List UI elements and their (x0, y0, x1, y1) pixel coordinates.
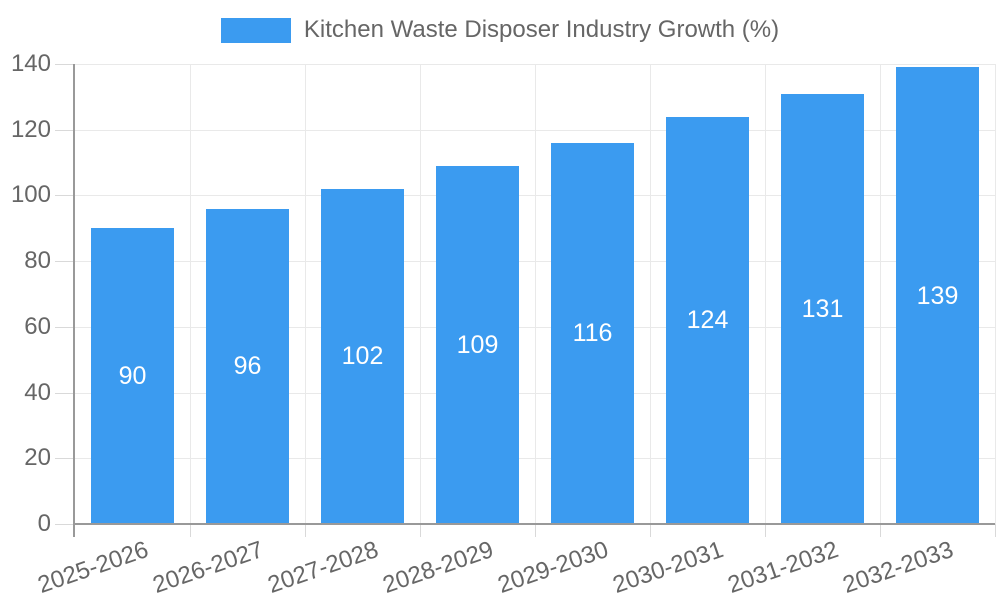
bar-2027-2028[interactable] (321, 188, 404, 524)
bar-2029-2030[interactable] (551, 142, 634, 524)
legend-label: Kitchen Waste Disposer Industry Growth (… (303, 16, 780, 43)
bar-2028-2029[interactable] (436, 165, 519, 524)
x-axis-tick (420, 524, 421, 537)
x-gridline (650, 64, 651, 524)
x-axis-category-label: 2032-2033 (838, 536, 957, 599)
y-axis-tick (55, 326, 75, 328)
y-axis-tick (55, 458, 75, 460)
y-axis-tick-label: 0 (37, 510, 51, 537)
y-axis-tick-label: 100 (10, 181, 51, 209)
bar-2032-2033[interactable] (896, 67, 979, 524)
y-axis-tick (55, 64, 75, 65)
y-axis-tick-label: 120 (10, 115, 51, 143)
x-gridline (420, 64, 421, 524)
y-axis-tick-label: 20 (24, 444, 51, 472)
y-axis-tick (55, 195, 75, 197)
x-gridline (305, 64, 306, 524)
x-axis-category-label: 2029-2030 (493, 536, 612, 599)
y-axis-tick (55, 261, 75, 263)
y-axis-tick (55, 129, 75, 131)
x-gridline (880, 64, 881, 524)
x-axis-tick (765, 524, 766, 537)
bar-2030-2031[interactable] (666, 116, 749, 524)
legend-swatch-icon (220, 17, 291, 43)
bar-2025-2026[interactable] (91, 228, 174, 524)
legend[interactable]: Kitchen Waste Disposer Industry Growth (… (0, 14, 1000, 46)
x-axis-tick (535, 524, 536, 537)
x-axis-tick (305, 524, 306, 537)
x-axis-line (73, 523, 995, 525)
x-gridline (995, 64, 996, 524)
bar-2026-2027[interactable] (206, 208, 289, 524)
y-axis-tick-label: 140 (10, 50, 51, 77)
x-axis-category-label: 2025-2026 (33, 536, 152, 599)
x-axis-tick (650, 524, 651, 537)
x-gridline (535, 64, 536, 524)
x-axis-category-label: 2031-2032 (723, 536, 842, 599)
y-axis-tick-label: 80 (24, 247, 51, 275)
x-axis-tick (995, 524, 996, 537)
x-axis-category-label: 2030-2031 (608, 536, 727, 599)
x-axis-tick (880, 524, 881, 537)
x-gridline (765, 64, 766, 524)
y-axis-tick-label: 40 (24, 378, 51, 406)
x-axis-category-label: 2027-2028 (263, 536, 382, 599)
y-axis-line (73, 64, 75, 537)
x-axis-tick (190, 524, 191, 537)
y-axis-tick-label: 60 (24, 312, 51, 340)
y-axis-tick (55, 524, 75, 525)
bar-2031-2032[interactable] (781, 93, 864, 524)
y-axis-tick (55, 392, 75, 394)
x-axis-category-label: 2026-2027 (148, 536, 267, 599)
x-axis-category-label: 2028-2029 (378, 536, 497, 599)
x-gridline (190, 64, 191, 524)
